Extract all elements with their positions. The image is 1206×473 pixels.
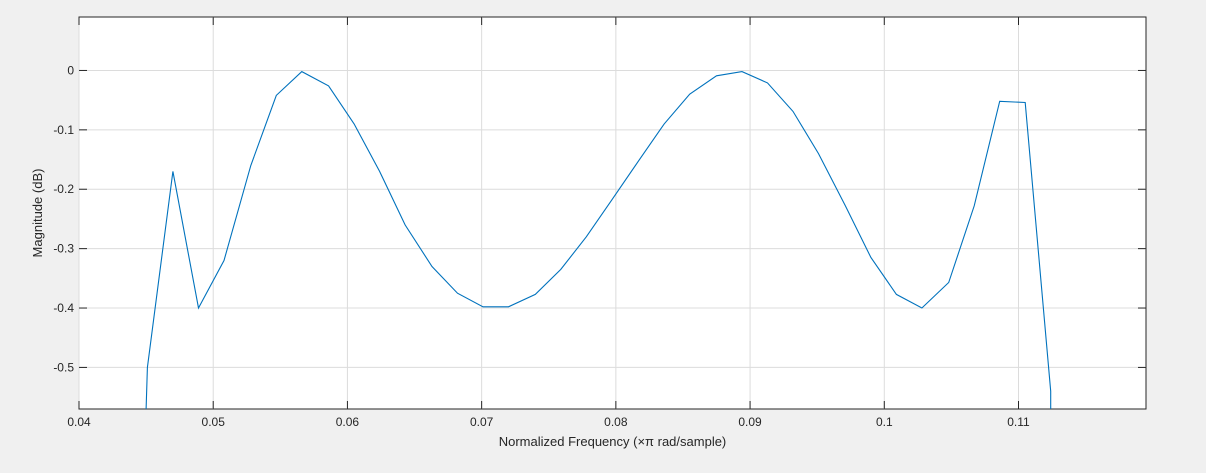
x-tick-label: 0.06	[336, 415, 360, 429]
magnitude-response-line	[145, 70, 1052, 409]
y-tick-label: -0.2	[53, 182, 74, 196]
y-axis-label: Magnitude (dB)	[30, 169, 45, 258]
y-tick-label: -0.5	[53, 360, 74, 374]
plot-area	[78, 16, 1147, 410]
y-tick-labels: 0 -0.1 -0.2 -0.3 -0.4 -0.5	[53, 63, 74, 374]
x-tick-labels: 0.04 0.05 0.06 0.07 0.08 0.09 0.1 0.11	[67, 415, 1030, 429]
x-tick-label: 0.08	[604, 415, 628, 429]
tick-marks	[78, 17, 1146, 409]
x-tick-label: 0.05	[202, 415, 226, 429]
series-layer	[145, 70, 1052, 409]
grid-lines	[78, 17, 1146, 409]
y-tick-label: 0	[67, 63, 74, 77]
x-tick-label: 0.1	[876, 415, 893, 429]
x-tick-label: 0.09	[738, 415, 762, 429]
x-tick-label: 0.04	[67, 415, 91, 429]
x-tick-label: 0.11	[1007, 415, 1030, 429]
y-tick-label: -0.1	[53, 123, 74, 137]
y-tick-label: -0.3	[53, 242, 74, 256]
x-axis-label: Normalized Frequency (×π rad/sample)	[499, 434, 727, 449]
x-tick-label: 0.07	[470, 415, 494, 429]
y-tick-label: -0.4	[53, 301, 74, 315]
